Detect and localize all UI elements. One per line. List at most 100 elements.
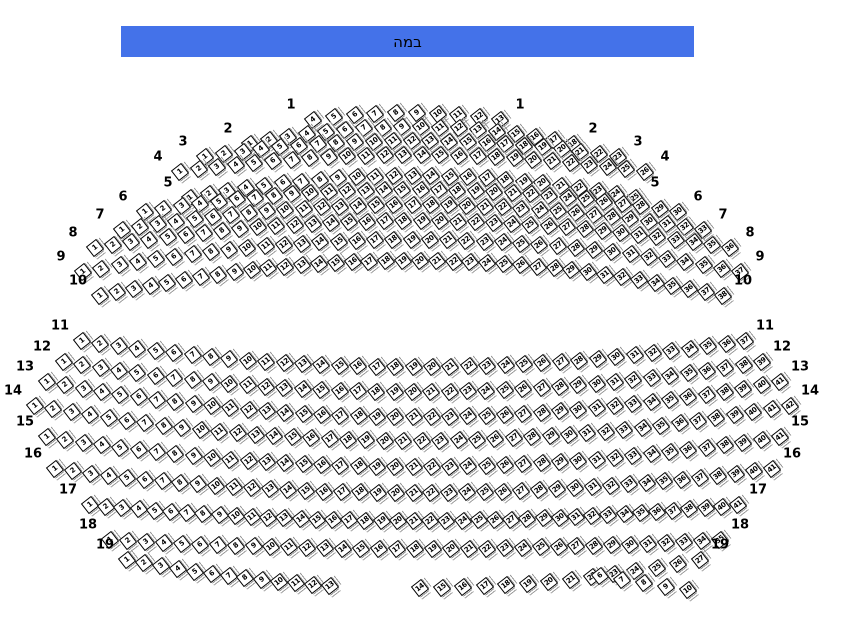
seat[interactable]: 22 xyxy=(444,252,463,271)
seat[interactable]: 30 xyxy=(565,479,584,498)
seat[interactable]: 2 xyxy=(44,400,63,419)
seat[interactable]: 11 xyxy=(280,538,299,557)
seat[interactable]: 13 xyxy=(275,509,294,528)
seat[interactable]: 28 xyxy=(570,351,589,370)
seat[interactable]: 35 xyxy=(660,390,680,409)
seat[interactable]: 34 xyxy=(692,531,712,551)
seat[interactable]: 39 xyxy=(752,352,772,372)
seat[interactable]: 25 xyxy=(514,354,534,374)
seat[interactable]: 1 xyxy=(90,286,110,306)
seat[interactable]: 6 xyxy=(164,344,184,363)
seat[interactable]: 10 xyxy=(678,580,698,600)
seat[interactable]: 16 xyxy=(302,429,321,448)
seat[interactable]: 4 xyxy=(128,253,147,272)
seat[interactable]: 25 xyxy=(467,430,487,450)
seat[interactable]: 37 xyxy=(688,411,708,431)
seat[interactable]: 30 xyxy=(621,535,640,554)
seat[interactable]: 26 xyxy=(496,405,515,424)
seat[interactable]: 29 xyxy=(550,453,570,472)
seat[interactable]: 24 xyxy=(513,538,532,557)
seat[interactable]: 18 xyxy=(384,230,403,250)
seat[interactable]: 13 xyxy=(257,402,277,421)
seat[interactable]: 17 xyxy=(360,252,379,271)
seat[interactable]: 18 xyxy=(338,430,358,450)
seat[interactable]: 41 xyxy=(762,459,782,479)
seat[interactable]: 12 xyxy=(239,451,258,471)
seat[interactable]: 23 xyxy=(458,382,478,401)
seat[interactable]: 32 xyxy=(639,247,658,266)
seat[interactable]: 10 xyxy=(191,420,210,440)
seat[interactable]: 24 xyxy=(459,407,478,426)
seat[interactable]: 40 xyxy=(752,430,771,450)
seat[interactable]: 32 xyxy=(605,397,625,416)
seat[interactable]: 6 xyxy=(175,270,194,289)
seat[interactable]: 28 xyxy=(585,536,604,555)
seat[interactable]: 3 xyxy=(81,464,100,483)
seat[interactable]: 26 xyxy=(494,482,513,501)
seat[interactable]: 5 xyxy=(146,342,165,361)
seat[interactable]: 21 xyxy=(404,457,423,477)
seat[interactable]: 8 xyxy=(154,416,174,435)
seat[interactable]: 12 xyxy=(239,400,258,420)
seat[interactable]: 21 xyxy=(441,357,460,376)
seat[interactable]: 24 xyxy=(496,355,515,375)
seat[interactable]: 1 xyxy=(85,238,105,258)
seat[interactable]: 36 xyxy=(670,414,689,433)
seat[interactable]: 13 xyxy=(320,576,340,595)
seat[interactable]: 28 xyxy=(532,403,551,422)
seat[interactable]: 33 xyxy=(657,250,677,269)
seat[interactable]: 12 xyxy=(228,424,247,443)
seat[interactable]: 23 xyxy=(478,356,497,375)
seat[interactable]: 39 xyxy=(725,406,744,425)
seat[interactable]: 17 xyxy=(475,577,494,596)
seat[interactable]: 7 xyxy=(183,245,202,264)
seat[interactable]: 22 xyxy=(459,357,478,376)
seat[interactable]: 7 xyxy=(136,414,155,433)
seat[interactable]: 15 xyxy=(294,455,313,474)
seat[interactable]: 31 xyxy=(605,372,625,392)
seat[interactable]: 41 xyxy=(762,400,781,419)
seat[interactable]: 16 xyxy=(323,510,343,530)
seat[interactable]: 25 xyxy=(477,456,496,475)
seat[interactable]: 30 xyxy=(569,451,588,471)
seat[interactable]: 3 xyxy=(74,433,93,452)
seat[interactable]: 8 xyxy=(166,393,185,412)
seat[interactable]: 30 xyxy=(587,374,606,393)
seat[interactable]: 14 xyxy=(265,427,284,446)
seat[interactable]: 30 xyxy=(559,425,579,445)
seat[interactable]: 15 xyxy=(294,404,313,423)
seat[interactable]: 2 xyxy=(107,283,126,302)
seat[interactable]: 23 xyxy=(495,539,514,558)
seat[interactable]: 24 xyxy=(458,483,477,502)
seat[interactable]: 25 xyxy=(476,482,495,502)
seat[interactable]: 31 xyxy=(587,450,606,469)
seat[interactable]: 34 xyxy=(642,445,661,464)
seat[interactable]: 11 xyxy=(221,399,240,418)
seat[interactable]: 6 xyxy=(135,470,154,489)
seat[interactable]: 2 xyxy=(118,531,138,551)
seat[interactable]: 27 xyxy=(690,550,710,570)
seat[interactable]: 29 xyxy=(534,509,553,528)
seat[interactable]: 21 xyxy=(561,570,580,589)
seat[interactable]: 14 xyxy=(309,254,329,274)
seat[interactable]: 19 xyxy=(402,230,421,250)
seat[interactable]: 31 xyxy=(625,346,644,365)
seat[interactable]: 34 xyxy=(615,505,634,524)
seat[interactable]: 16 xyxy=(330,381,349,400)
seat[interactable]: 22 xyxy=(477,539,496,558)
seat[interactable]: 9 xyxy=(201,372,221,392)
seat[interactable]: 36 xyxy=(720,238,740,258)
seat[interactable]: 38 xyxy=(709,466,728,485)
seat[interactable]: 36 xyxy=(679,441,698,460)
seat[interactable]: 27 xyxy=(504,429,523,448)
seat[interactable]: 29 xyxy=(550,402,570,421)
seat[interactable]: 18 xyxy=(385,357,405,377)
seat[interactable]: 24 xyxy=(453,511,472,530)
seat[interactable]: 11 xyxy=(238,376,257,395)
seat[interactable]: 14 xyxy=(334,539,353,558)
seat[interactable]: 22 xyxy=(422,457,441,477)
seat[interactable]: 4 xyxy=(128,339,147,359)
seat[interactable]: 12 xyxy=(303,575,323,594)
seat[interactable]: 26 xyxy=(549,537,568,557)
seat[interactable]: 10 xyxy=(202,397,222,416)
